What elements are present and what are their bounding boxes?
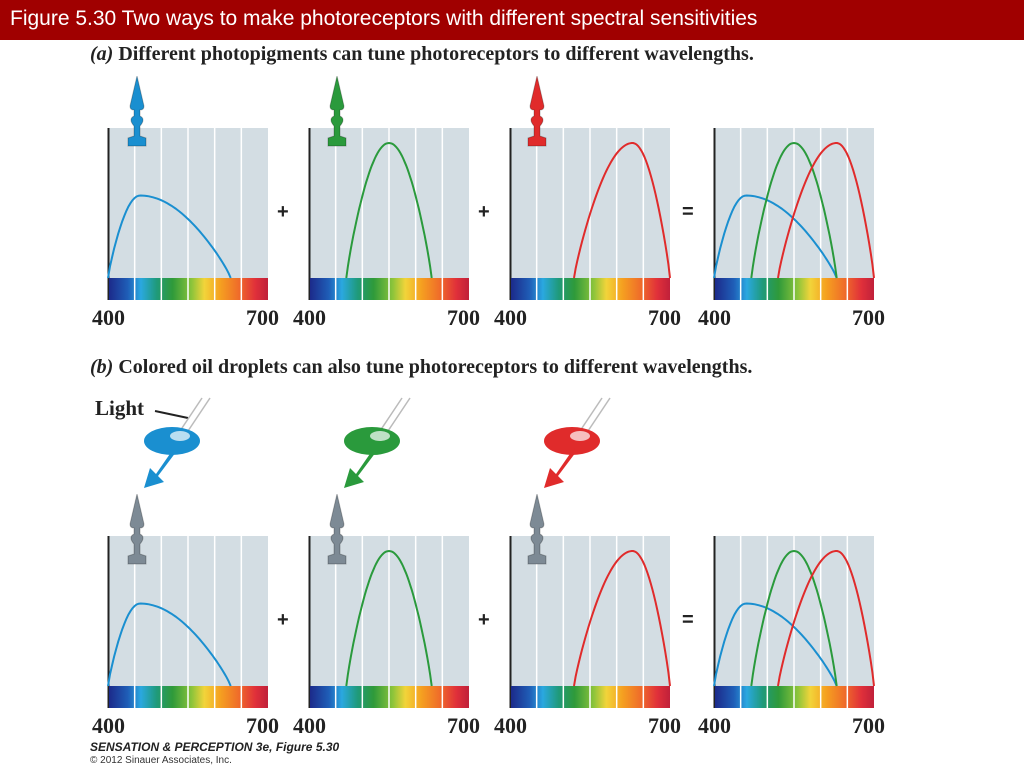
axis-min-label: 400 [494,713,527,738]
axis-min-label: 400 [698,713,731,738]
sensitivity-curve-green [345,141,433,279]
green-oil-droplet-icon [344,397,411,488]
section-a-caption: (a) Different photopigments can tune pho… [90,43,754,66]
plus-operator: + [277,609,289,631]
section-b-caption: (b) Colored oil droplets can also tune p… [90,356,752,379]
green-photoreceptor-icon [327,76,347,147]
sensitivity-curve-blue [107,194,232,279]
axis-min-label: 400 [293,713,326,738]
sensitivity-curve-blue [713,602,838,687]
sensitivity-curve-red [777,550,875,687]
axis-max-label: 700 [648,305,681,330]
light-label: Light [95,396,145,420]
section-b-letter: (b) [90,356,114,378]
plus-operator: + [277,201,289,223]
spectrum-plot [308,128,469,300]
spectrum-plot [713,128,875,300]
gray-photoreceptor-icon [527,494,547,565]
spectrum-plot [713,536,875,708]
plus-operator: + [478,609,490,631]
sensitivity-curve-red [573,142,671,279]
sensitivity-curve-green [750,549,838,687]
section-a-letter: (a) [90,43,114,65]
axis-max-label: 700 [246,713,279,738]
spectrum-panel-a4 [713,128,875,328]
axis-min-label: 400 [92,713,125,738]
equals-operator: = [682,201,694,223]
section-a-text: Different photopigments can tune photore… [118,43,754,65]
title-bar: Figure 5.30 Two ways to make photorecept… [0,0,1024,40]
sensitivity-curve-green [750,141,838,279]
axis-min-label: 400 [698,305,731,330]
footer-title: SENSATION & PERCEPTION 3e, Figure 5.30 [90,740,340,754]
slide-title: Figure 5.30 Two ways to make photorecept… [10,7,758,30]
axis-max-label: 700 [447,713,480,738]
axis-max-label: 700 [447,305,480,330]
blue-oil-droplet-icon [144,397,211,488]
sensitivity-curve-blue [713,194,838,279]
spectrum-panel-b4 [713,536,875,736]
spectrum-plot [509,128,671,300]
axis-max-label: 700 [852,305,885,330]
axis-min-label: 400 [92,305,125,330]
plus-operator: + [478,201,490,223]
axis-min-label: 400 [494,305,527,330]
sensitivity-curve-blue [107,602,232,687]
gray-photoreceptor-icon [127,494,147,565]
red-photoreceptor-icon [527,76,547,147]
equals-operator: = [682,609,694,631]
sensitivity-curve-red [777,142,875,279]
sensitivity-curve-red [573,550,671,687]
red-oil-droplet-icon [544,397,611,488]
sensitivity-curve-green [345,549,433,687]
axis-max-label: 700 [852,713,885,738]
spectrum-panel-a1 [107,128,268,328]
spectrum-plot [107,128,268,300]
section-b-text: Colored oil droplets can also tune photo… [118,356,753,378]
gray-photoreceptor-icon [327,494,347,565]
axis-min-label: 400 [293,305,326,330]
blue-photoreceptor-icon [127,76,147,147]
footer-copyright: © 2012 Sinauer Associates, Inc. [90,755,232,766]
axis-max-label: 700 [246,305,279,330]
spectrum-panel-a3 [509,128,671,328]
spectrum-panel-a2 [308,128,469,328]
axis-max-label: 700 [648,713,681,738]
